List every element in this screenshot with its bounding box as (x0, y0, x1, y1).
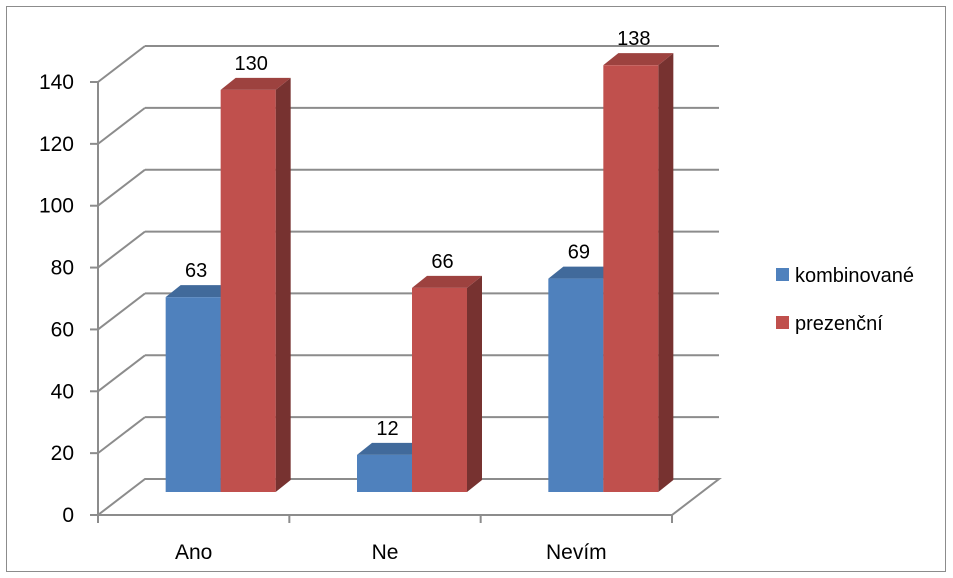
bar-Ano-prezenční (220, 77, 291, 492)
y-tick-label: 60 (51, 318, 74, 341)
bar-side (275, 77, 291, 492)
gridline-side (97, 230, 146, 269)
bar-top (165, 285, 236, 298)
gridline-side (97, 168, 146, 207)
bars (165, 53, 674, 492)
axes (90, 81, 673, 523)
y-tick-label: 80 (51, 257, 74, 280)
gridline-side (97, 107, 146, 145)
data-label: 138 (617, 28, 650, 50)
y-tick-label: 120 (39, 133, 74, 156)
data-label: 12 (376, 418, 398, 440)
legend-swatch (776, 316, 789, 329)
legend-item: prezenční (776, 313, 883, 335)
y-tick-label: 40 (51, 380, 74, 403)
bar-top (412, 275, 482, 288)
data-label: 130 (234, 53, 267, 75)
y-tick-label: 100 (39, 195, 74, 218)
bar-Ne-prezenční (412, 275, 482, 492)
x-tick-label: Nevím (546, 541, 607, 564)
bar-top (220, 77, 291, 90)
bar-front (412, 287, 467, 492)
bar-side (658, 53, 674, 492)
data-label: 66 (431, 251, 453, 273)
legend: kombinované prezenční (776, 265, 914, 335)
legend-label: kombinované (795, 265, 914, 287)
legend-label: prezenční (795, 313, 883, 335)
x-tick-label: Ne (372, 541, 399, 564)
y-tick-label: 20 (51, 442, 74, 465)
bar-front (165, 297, 221, 492)
y-tick-label: 140 (39, 71, 74, 94)
y-tick-label: 0 (62, 504, 74, 527)
bar-front (357, 454, 412, 492)
bar-top (548, 266, 619, 279)
gridline-side (97, 45, 146, 83)
bar-top (603, 53, 674, 66)
bar-top (357, 442, 427, 455)
legend-swatch (776, 268, 789, 281)
y-axis-tick-labels: 0 20 40 60 80 100 120 140 (39, 71, 74, 527)
x-axis-tick-labels: Ano Ne Nevím (175, 541, 607, 564)
data-label: 69 (568, 242, 590, 264)
bar-side (467, 275, 482, 492)
bar-Nevím-prezenční (603, 53, 674, 492)
x-tick-label: Ano (175, 541, 212, 564)
gridline-side (97, 354, 146, 393)
data-label: 63 (185, 260, 207, 282)
gridline-side (97, 416, 146, 454)
data-labels: 63 130 12 66 69 138 (185, 28, 650, 440)
bar-front (220, 89, 276, 492)
bar-front (603, 65, 659, 492)
legend-item: kombinované (776, 265, 914, 287)
bar-front (548, 278, 604, 492)
gridline-side (97, 292, 146, 331)
